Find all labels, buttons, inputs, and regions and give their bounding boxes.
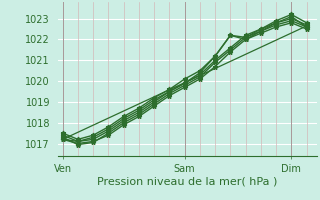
X-axis label: Pression niveau de la mer( hPa ): Pression niveau de la mer( hPa ) bbox=[97, 176, 277, 186]
